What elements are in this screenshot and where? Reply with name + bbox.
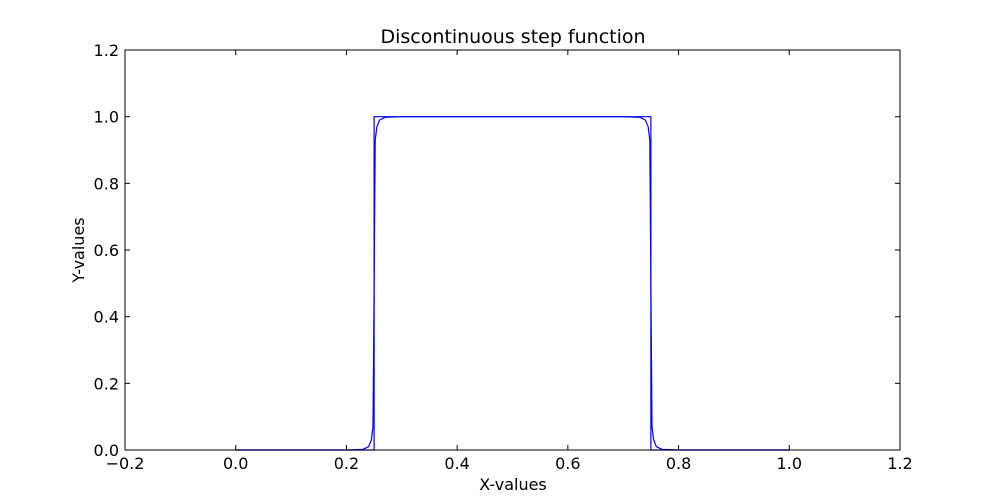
- y-tick-label: 1.2: [94, 41, 119, 60]
- x-tick-label: 0.8: [666, 454, 691, 473]
- y-tick-label: 0.6: [94, 241, 119, 260]
- y-tick-label: 1.0: [94, 108, 119, 127]
- x-tick-label: 0.6: [555, 454, 580, 473]
- series-line-2: [235, 116, 790, 451]
- y-tick-label: 0.2: [94, 374, 119, 393]
- x-tick-label: 0.0: [223, 454, 248, 473]
- chart-title: Discontinuous step function: [380, 26, 645, 48]
- y-tick-label: 0.4: [94, 308, 119, 327]
- x-tick-label: 0.2: [334, 454, 359, 473]
- x-tick-label: 1.2: [887, 454, 912, 473]
- y-tick-label: 0.8: [94, 174, 119, 193]
- plot-frame: [124, 49, 901, 451]
- plot-background: [125, 50, 900, 450]
- x-tick-label: −0.2: [106, 454, 145, 473]
- y-axis-label: Y-values: [69, 217, 88, 283]
- tick-layer: −0.2 0.0 0.2 0.4 0.6 0.8 1.0 1.20.00.20.40.60.8…: [94, 41, 913, 473]
- x-axis-label: X-values: [479, 475, 547, 494]
- x-tick-label: 0.4: [444, 454, 469, 473]
- y-tick-label: 0.0: [94, 441, 119, 460]
- x-tick-label: 1.0: [777, 454, 802, 473]
